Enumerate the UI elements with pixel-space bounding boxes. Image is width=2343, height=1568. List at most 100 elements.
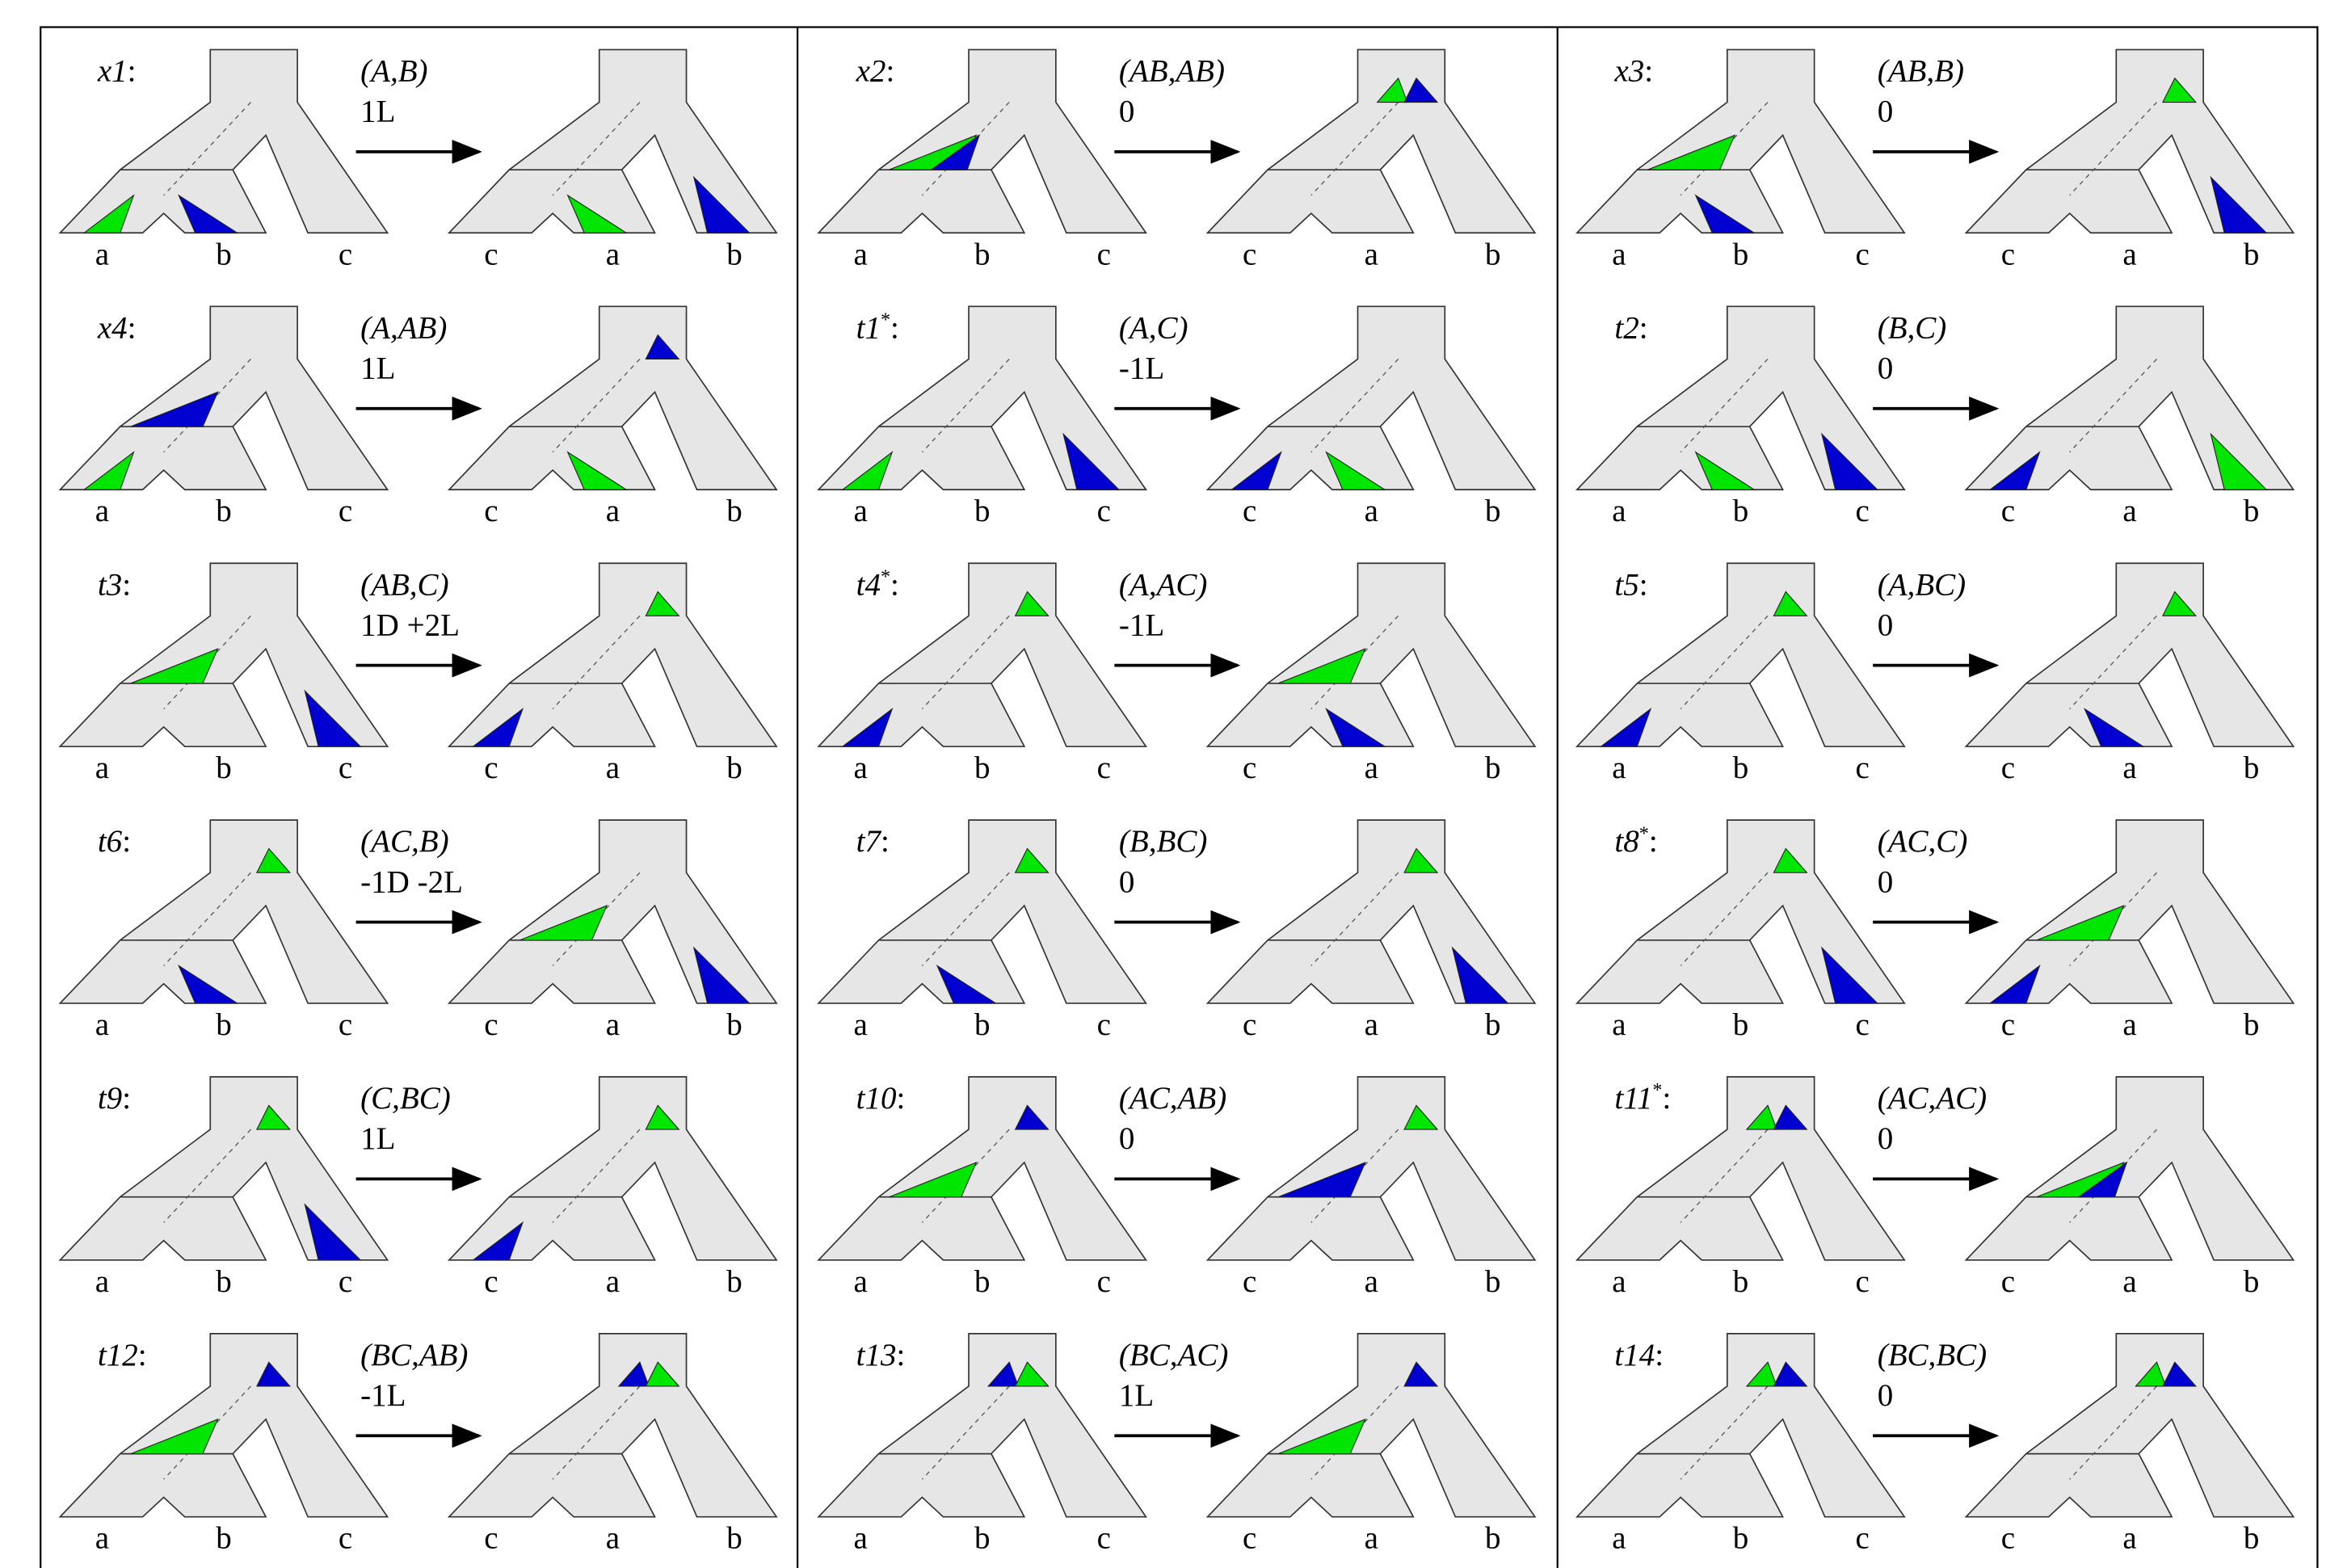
leaf-label: a: [1612, 237, 1626, 271]
separator: :: [122, 1081, 131, 1116]
cost: 0: [1119, 95, 1135, 129]
leaf-label: c: [1855, 237, 1869, 271]
panel-label: t2:: [1614, 310, 1647, 345]
leaf-label: b: [2244, 1007, 2260, 1042]
cost: 0: [1119, 864, 1135, 899]
tree-shape: [1208, 49, 1535, 233]
leaf-label: b: [216, 1007, 232, 1042]
leaf-label: b: [216, 494, 232, 528]
leaf-label: a: [2122, 750, 2136, 785]
leaf-label: a: [1612, 1007, 1626, 1042]
leaf-label: b: [974, 750, 991, 785]
leaf-label: b: [726, 1007, 742, 1042]
leaf-label: b: [1733, 1521, 1749, 1556]
separator: :: [896, 1338, 905, 1373]
tree-shape: [1966, 306, 2293, 490]
species-tree: cab: [1966, 563, 2293, 785]
panel-label: t7:: [856, 824, 890, 859]
superscript: *: [881, 565, 890, 587]
leaf-label: c: [1855, 750, 1869, 785]
leaf-label: b: [1485, 1007, 1501, 1042]
separator: :: [1644, 53, 1653, 88]
leaf-label: a: [95, 1007, 109, 1042]
separator: :: [881, 824, 890, 859]
cost: -1D -2L: [360, 864, 463, 899]
cost: -1L: [1119, 607, 1164, 642]
leaf-label: a: [1365, 1007, 1378, 1042]
leaf-label: c: [1855, 1521, 1869, 1556]
figure: x1:(A,B)1Labccabx2:(AB,AB)0abccabx3:(AB,…: [0, 0, 2343, 1568]
leaf-label: c: [2001, 237, 2015, 271]
separator: :: [138, 1338, 147, 1373]
leaf-label: a: [1365, 1264, 1378, 1299]
panel: x3:(AB,B)0abccab: [1577, 49, 2294, 271]
species-tree: cab: [1966, 49, 2293, 271]
panel-label: t3:: [98, 567, 131, 602]
separator: :: [1662, 1081, 1671, 1116]
leaf-label: a: [606, 1007, 620, 1042]
panel-id: t1: [856, 310, 881, 345]
leaf-label: b: [1733, 1264, 1749, 1299]
leaf-label: a: [1612, 750, 1626, 785]
panel-label: t1*:: [856, 309, 899, 346]
cost: 0: [1878, 607, 1894, 642]
leaf-label: b: [2244, 750, 2260, 785]
leaf-label: b: [726, 237, 742, 271]
leaf-label: c: [1855, 1264, 1869, 1299]
panel-label: t12:: [98, 1338, 147, 1373]
leaf-label: b: [726, 750, 742, 785]
leaf-label: a: [1612, 1521, 1626, 1556]
leaf-label: c: [484, 237, 498, 271]
leaf-label: b: [2244, 237, 2260, 271]
leaf-label: a: [95, 750, 109, 785]
panel: t11*:(AC,AC)0abccab: [1577, 1077, 2294, 1299]
panel-id: t9: [98, 1081, 122, 1116]
leaf-label: a: [2122, 1007, 2136, 1042]
panel: x2:(AB,AB)0abccab: [818, 49, 1535, 271]
leaf-label: c: [339, 494, 352, 528]
panel-label: t4*:: [856, 565, 899, 602]
separator: :: [896, 1081, 905, 1116]
gene-pair: (BC,AC): [1119, 1338, 1228, 1373]
superscript: *: [1652, 1079, 1662, 1101]
gene-pair: (A,B): [360, 53, 427, 88]
leaf-label: c: [1097, 494, 1111, 528]
leaf-label: a: [606, 494, 620, 528]
leaf-label: a: [606, 1264, 620, 1299]
leaf-label: b: [1733, 494, 1749, 528]
leaf-label: c: [1243, 1007, 1256, 1042]
gene-pair: (B,BC): [1119, 824, 1207, 859]
tree-shape: [1208, 1334, 1535, 1517]
cost: 1D +2L: [360, 607, 460, 642]
species-tree: cab: [449, 306, 776, 528]
leaf-label: a: [1365, 237, 1378, 271]
leaf-label: a: [2122, 1264, 2136, 1299]
leaf-label: a: [2122, 237, 2136, 271]
leaf-label: a: [854, 1007, 868, 1042]
panel-id: t8: [1614, 824, 1639, 859]
leaf-label: a: [854, 1264, 868, 1299]
panel-label: t8*:: [1614, 822, 1657, 859]
gene-pair: (AB,AB): [1119, 53, 1225, 88]
panel-id: x1: [97, 53, 128, 88]
leaf-label: a: [1365, 1521, 1378, 1556]
panel-id: t12: [98, 1338, 138, 1373]
leaf-label: c: [1243, 1264, 1256, 1299]
leaf-label: c: [1097, 1521, 1111, 1556]
panel-label: t9:: [98, 1081, 131, 1116]
species-tree: cab: [1966, 306, 2293, 528]
panel-id: x3: [1613, 53, 1644, 88]
frame: [40, 27, 2317, 1568]
cost: 0: [1878, 1378, 1894, 1413]
tree-shape: [1208, 306, 1535, 490]
separator: :: [890, 567, 899, 602]
leaf-label: b: [1485, 1521, 1501, 1556]
leaf-label: b: [726, 1264, 742, 1299]
cost: 0: [1878, 351, 1894, 386]
leaf-label: a: [95, 494, 109, 528]
leaf-label: a: [854, 1521, 868, 1556]
cost: 1L: [360, 95, 395, 129]
